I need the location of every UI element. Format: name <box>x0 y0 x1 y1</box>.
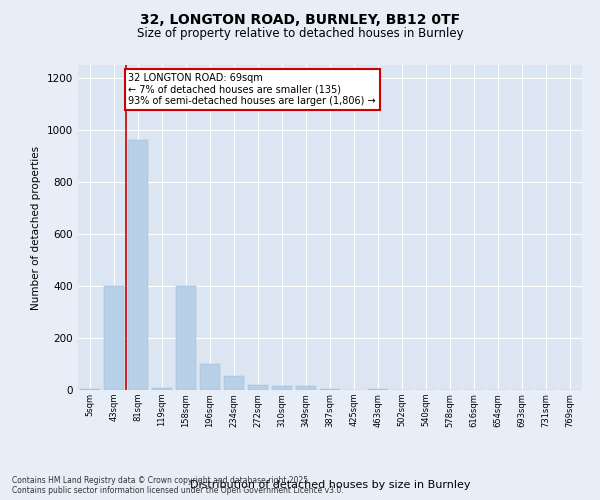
Text: 32 LONGTON ROAD: 69sqm
← 7% of detached houses are smaller (135)
93% of semi-det: 32 LONGTON ROAD: 69sqm ← 7% of detached … <box>128 73 376 106</box>
Bar <box>272 386 292 390</box>
Bar <box>248 386 268 390</box>
Bar <box>368 388 388 390</box>
Bar <box>80 388 100 390</box>
Bar <box>128 140 148 390</box>
Text: 32, LONGTON ROAD, BURNLEY, BB12 0TF: 32, LONGTON ROAD, BURNLEY, BB12 0TF <box>140 12 460 26</box>
Text: Contains HM Land Registry data © Crown copyright and database right 2025.
Contai: Contains HM Land Registry data © Crown c… <box>12 476 344 495</box>
Bar <box>176 286 196 390</box>
Bar <box>320 388 340 390</box>
Bar <box>200 364 220 390</box>
Bar <box>224 376 244 390</box>
Y-axis label: Number of detached properties: Number of detached properties <box>31 146 41 310</box>
Bar <box>104 286 124 390</box>
Bar <box>152 388 172 390</box>
Text: Size of property relative to detached houses in Burnley: Size of property relative to detached ho… <box>137 28 463 40</box>
Bar <box>296 386 316 390</box>
X-axis label: Distribution of detached houses by size in Burnley: Distribution of detached houses by size … <box>190 480 470 490</box>
